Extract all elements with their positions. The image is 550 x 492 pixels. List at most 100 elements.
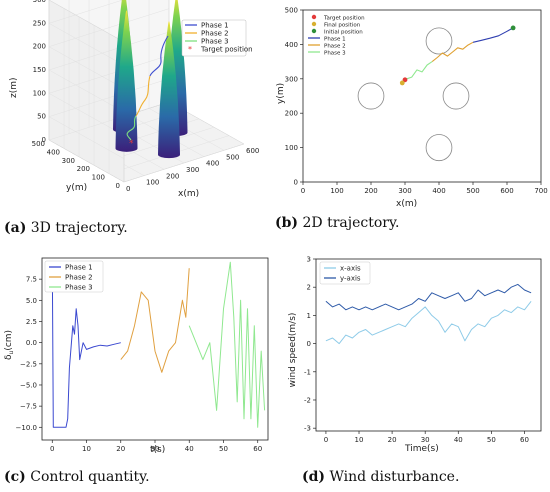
grid-line bbox=[48, 116, 125, 159]
y-tick-label: 300 bbox=[285, 75, 298, 83]
y-tick-label: -1 bbox=[304, 368, 311, 376]
x-tick-label: 600 bbox=[500, 187, 513, 195]
x-tick-label: 200 bbox=[364, 187, 377, 195]
x-tick-label: 40 bbox=[454, 436, 463, 444]
grid-line bbox=[48, 23, 125, 66]
traj-phase-1 bbox=[149, 35, 169, 77]
series-line-phase-1 bbox=[472, 27, 514, 43]
legend-box bbox=[181, 19, 247, 57]
y-tick-label: −7.5 bbox=[20, 403, 37, 411]
x-tick-label: 500 bbox=[466, 187, 479, 195]
legend-marker bbox=[311, 14, 317, 20]
legend-label: Phase 3 bbox=[65, 284, 93, 292]
x-tick-label: 20 bbox=[388, 436, 397, 444]
a-y-tick-label: 0 bbox=[116, 182, 120, 190]
panel-control-quantity: 0 10 20 30 40 50 60 −10.0 −7.5 −5.0 −2.5 0.0 2.5 5.0 7… bbox=[4, 257, 269, 485]
plot-frame bbox=[315, 258, 542, 432]
x-tick-label: 300 bbox=[398, 187, 411, 195]
a-x-tick-label: 400 bbox=[206, 160, 219, 168]
y-tick-label: 3 bbox=[307, 256, 311, 264]
x-tick-label: 40 bbox=[185, 445, 194, 453]
x-tick-label: 30 bbox=[421, 436, 430, 444]
c-xlabel: t(s) bbox=[150, 445, 165, 455]
grid-line bbox=[48, 69, 125, 113]
a-xlabel: x(m) bbox=[178, 189, 199, 199]
legend-label: Initial position bbox=[324, 30, 363, 36]
legend-label: y-axis bbox=[340, 275, 361, 283]
y-tick-label: -2 bbox=[304, 396, 311, 404]
series-line-y-axis bbox=[325, 283, 532, 311]
y-tick-label: 0.0 bbox=[26, 339, 37, 347]
legend-label: Phase 1 bbox=[201, 22, 229, 30]
legend-marker: * bbox=[188, 45, 192, 54]
a-x-tick-label: 300 bbox=[186, 166, 199, 174]
y-tick-label: 5.0 bbox=[26, 297, 37, 305]
legend-marker bbox=[311, 21, 317, 27]
y-tick-label: 0 bbox=[294, 179, 298, 187]
a-ylabel: y(m) bbox=[66, 183, 87, 193]
y-tick-label: −5.0 bbox=[20, 381, 37, 389]
grid-line bbox=[48, 93, 125, 136]
x-tick-label: 0 bbox=[324, 436, 328, 444]
series-line-phase-2 bbox=[431, 41, 474, 63]
series-line-phase-2 bbox=[120, 268, 190, 373]
final-point bbox=[399, 80, 405, 86]
a-x-tick-label: 200 bbox=[166, 172, 179, 180]
legend-label: Target position bbox=[200, 46, 253, 54]
a-z-tick-label: 100 bbox=[33, 89, 46, 97]
panel-wind-disturbance: 0 10 20 30 40 50 60 -3 -2 -1 0 1 2 3 x-axis y-axis Time… bbox=[288, 256, 542, 485]
y-tick-label: −10.0 bbox=[16, 424, 37, 432]
target-point bbox=[402, 77, 408, 83]
a-z-tick-label: 300 bbox=[33, 0, 46, 4]
traj-phase-3 bbox=[126, 115, 137, 141]
grid-line bbox=[48, 0, 125, 43]
obstacle-cone bbox=[115, 10, 138, 152]
a-z-tick-label: 200 bbox=[33, 43, 46, 51]
target-marker: * bbox=[129, 139, 134, 149]
series-line-phase-3 bbox=[188, 261, 266, 428]
grid-line bbox=[48, 46, 125, 89]
x-tick-label: 10 bbox=[82, 445, 91, 453]
a-zlabel: z(m) bbox=[9, 77, 19, 98]
a-z-tick-label: 250 bbox=[33, 19, 46, 27]
d-ylabel: wind speed(m/s) bbox=[288, 313, 298, 388]
y-tick-label: 7.5 bbox=[26, 276, 37, 284]
x-tick-label: 0 bbox=[301, 187, 305, 195]
obstacle-circle bbox=[425, 134, 453, 162]
x-tick-label: 100 bbox=[330, 187, 343, 195]
x-tick-label: 10 bbox=[355, 436, 364, 444]
initial-point bbox=[510, 25, 516, 31]
caption-a: (a) 3D trajectory. bbox=[4, 220, 128, 236]
legend-label: x-axis bbox=[340, 265, 361, 273]
legend-label: Phase 3 bbox=[324, 51, 346, 57]
a-y-tick-label: 400 bbox=[47, 148, 60, 156]
a-x-tick-label: 500 bbox=[226, 153, 239, 161]
y-tick-label: 2 bbox=[307, 284, 311, 292]
y-tick-label: -3 bbox=[304, 425, 311, 433]
legend-marker bbox=[311, 28, 317, 34]
y-tick-label: 2.5 bbox=[26, 318, 37, 326]
series-line-x-axis bbox=[325, 300, 532, 345]
legend-label: Phase 2 bbox=[201, 30, 229, 38]
series-line-phase-1 bbox=[51, 262, 121, 428]
a-x-tick-label: 600 bbox=[246, 147, 259, 155]
legend-label: Final position bbox=[324, 23, 361, 29]
grid-line bbox=[48, 8, 170, 47]
caption-c: (c) Control quantity. bbox=[4, 469, 150, 485]
grid-line bbox=[48, 55, 170, 94]
y-tick-label: 1 bbox=[307, 312, 311, 320]
a-z-tick-label: 50 bbox=[37, 113, 46, 121]
traj-phase-2 bbox=[135, 75, 151, 117]
x-tick-label: 0 bbox=[50, 445, 54, 453]
grid-line bbox=[48, 0, 124, 24]
y-tick-label: −2.5 bbox=[20, 360, 37, 368]
legend-label: Phase 2 bbox=[65, 274, 93, 282]
a-x-tick-label: 0 bbox=[126, 185, 130, 193]
b-xlabel: x(m) bbox=[396, 199, 417, 209]
panel-2d-trajectory: 0 100 200 300 400 500 600 700 0 100 200 300 400 500 Ta… bbox=[275, 7, 548, 232]
grid-line bbox=[48, 31, 170, 71]
a-y-tick-label: 500 bbox=[32, 140, 45, 148]
a-z-tick-label: 0 bbox=[42, 136, 46, 144]
x-tick-label: 30 bbox=[151, 445, 160, 453]
